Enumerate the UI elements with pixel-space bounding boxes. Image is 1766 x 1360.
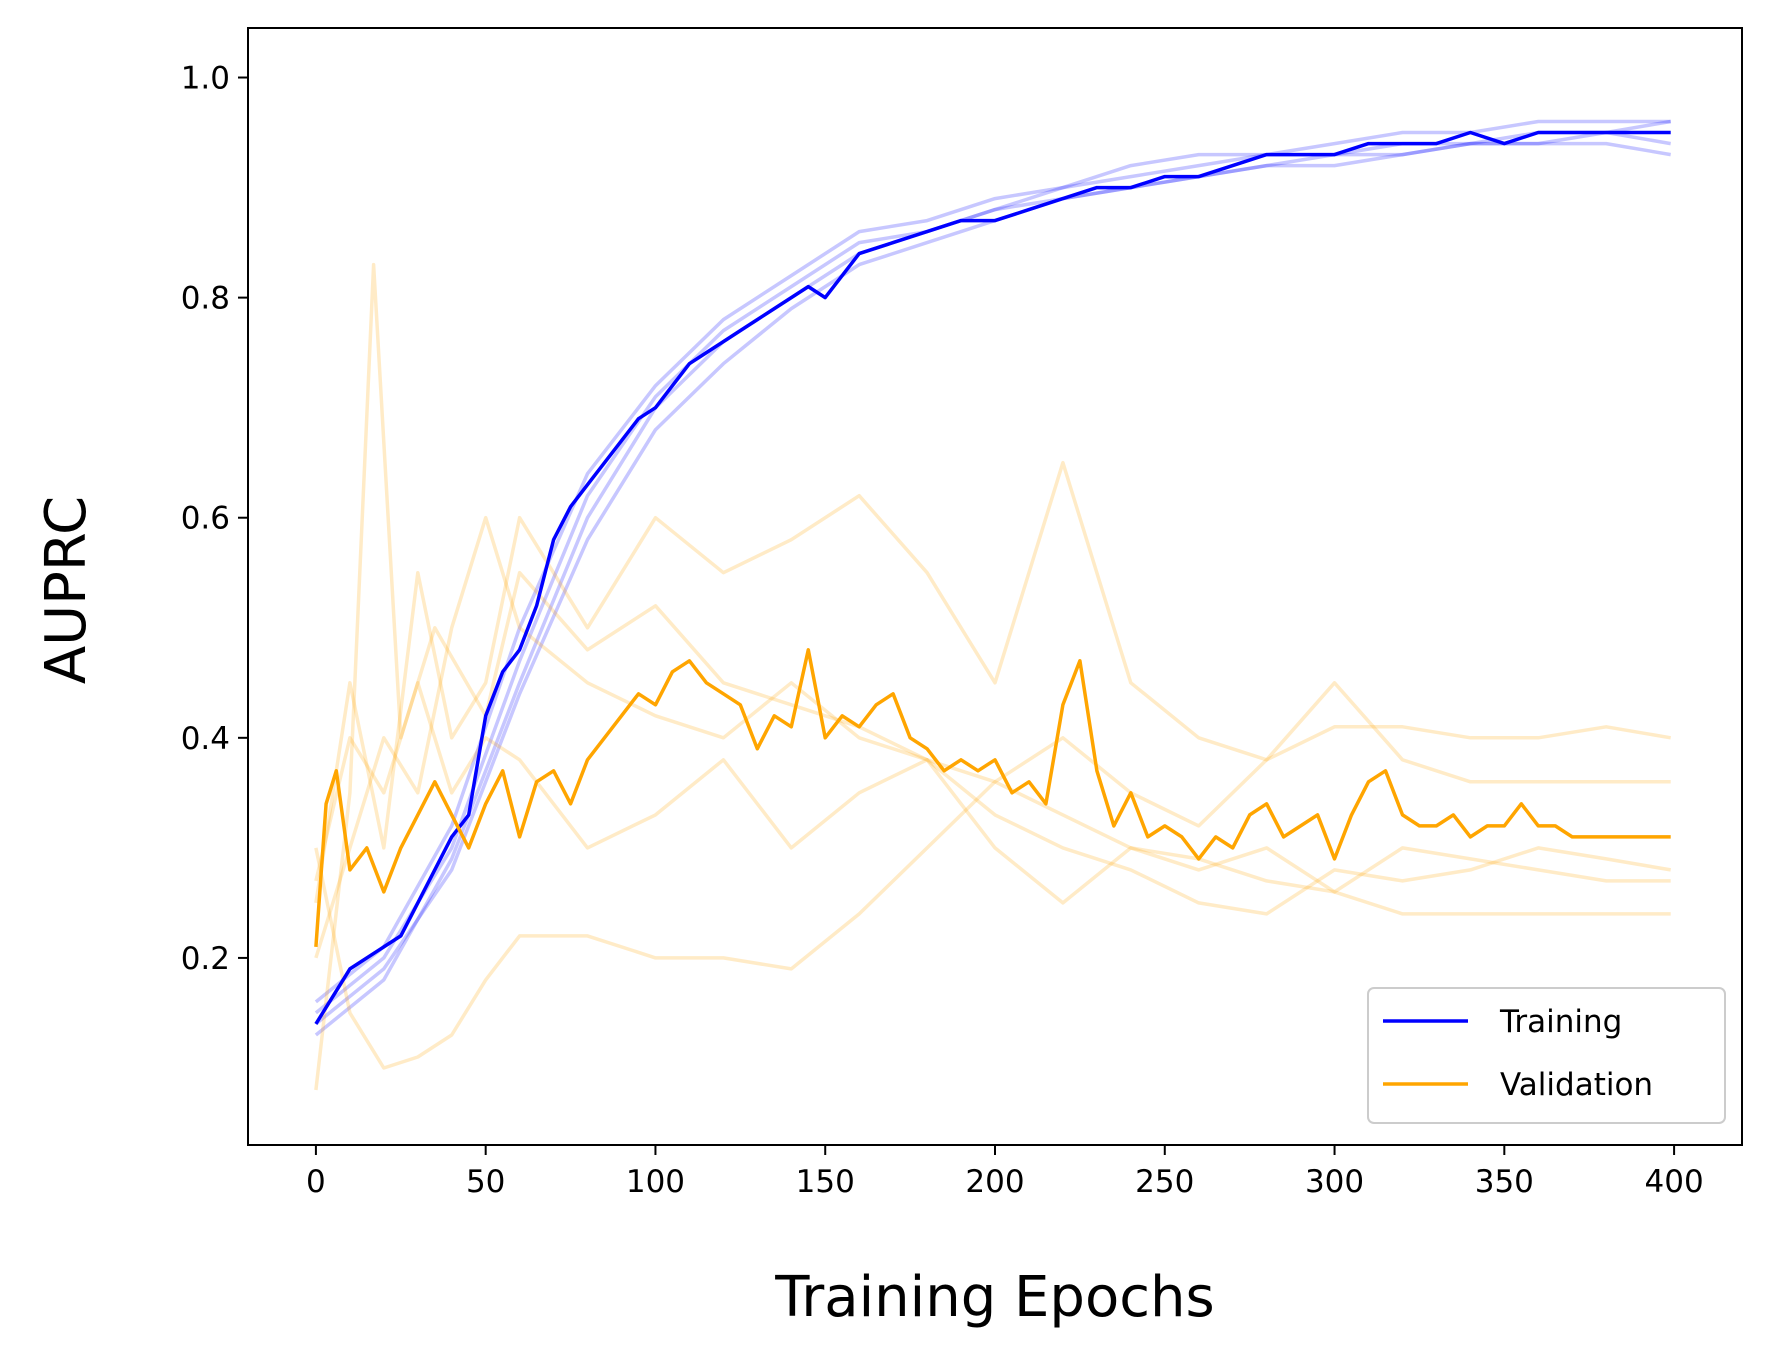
x-tick-label: 50 bbox=[466, 1164, 505, 1200]
y-axis-title: AUPRC bbox=[34, 496, 99, 684]
x-tick-label: 200 bbox=[965, 1164, 1024, 1200]
x-tick-label: 150 bbox=[796, 1164, 855, 1200]
legend: Training Validation bbox=[1367, 987, 1726, 1124]
y-tick-label: 1.0 bbox=[181, 61, 230, 97]
validation-run-line-7 bbox=[314, 681, 1671, 905]
validation-series-line bbox=[314, 648, 1671, 948]
x-axis-ticks: 0 50 100 150 200 250 300 350 400 bbox=[306, 1145, 1704, 1200]
validation-run-line-8 bbox=[314, 515, 1671, 959]
training-run-line-0 bbox=[314, 130, 1671, 1015]
validation-run-line-4 bbox=[314, 262, 1671, 1091]
validation-run-line-5 bbox=[314, 725, 1671, 1070]
y-tick-label: 0.2 bbox=[181, 941, 230, 977]
x-tick-label: 300 bbox=[1305, 1164, 1364, 1200]
x-tick-label: 250 bbox=[1135, 1164, 1194, 1200]
faint-runs-layer bbox=[314, 119, 1671, 1091]
legend-training-label: Training bbox=[1499, 1004, 1622, 1040]
x-axis-title: Training Epochs bbox=[774, 1265, 1214, 1330]
y-tick-label: 0.4 bbox=[181, 721, 230, 757]
x-tick-label: 400 bbox=[1645, 1164, 1704, 1200]
validation-run-line-6 bbox=[314, 460, 1671, 904]
training-run-line-2 bbox=[314, 119, 1671, 1004]
main-series-layer bbox=[314, 130, 1671, 1025]
x-tick-label: 100 bbox=[626, 1164, 685, 1200]
training-run-line-1 bbox=[314, 119, 1671, 1037]
y-axis-ticks: 0.2 0.4 0.6 0.8 1.0 bbox=[181, 61, 248, 977]
y-tick-label: 0.6 bbox=[181, 501, 230, 537]
legend-validation-label: Validation bbox=[1500, 1067, 1653, 1103]
training-run-line-3 bbox=[314, 141, 1671, 1026]
x-tick-label: 350 bbox=[1475, 1164, 1534, 1200]
x-tick-label: 0 bbox=[306, 1164, 326, 1200]
y-tick-label: 0.8 bbox=[181, 281, 230, 317]
training-series-line bbox=[314, 130, 1671, 1025]
plot-frame bbox=[247, 27, 1743, 1146]
